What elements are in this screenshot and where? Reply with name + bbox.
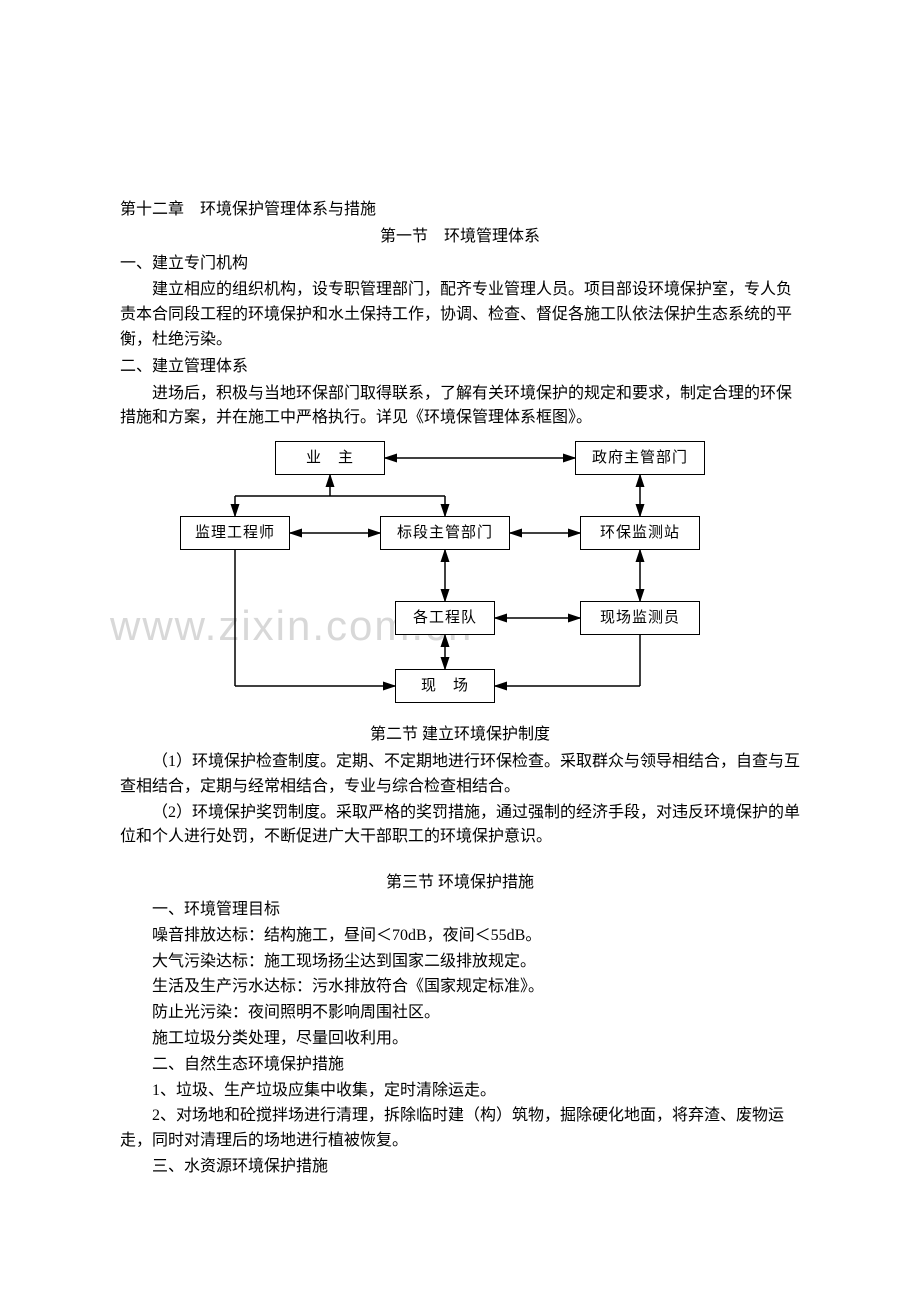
node-site: 现 场 bbox=[395, 669, 495, 703]
section3-h2: 二、自然生态环境保护措施 bbox=[120, 1053, 800, 1078]
section2-title: 第二节 建立环境保护制度 bbox=[120, 723, 800, 748]
node-siteinsp: 现场监测员 bbox=[580, 601, 700, 635]
section3-p1: 噪音排放达标：结构施工，昼间＜70dB，夜间＜55dB。 bbox=[120, 924, 800, 949]
section3-p3: 生活及生产污水达标：污水排放符合《国家规定标准》。 bbox=[120, 975, 800, 1000]
node-owner: 业 主 bbox=[275, 441, 385, 475]
node-envstation: 环保监测站 bbox=[580, 516, 700, 550]
node-teams: 各工程队 bbox=[395, 601, 495, 635]
section2-p1: （1）环境保护检查制度。定期、不定期地进行环保检查。采取群众与领导相结合，自查与… bbox=[120, 750, 800, 800]
node-biddept: 标段主管部门 bbox=[380, 516, 510, 550]
section2-p2: （2）环境保护奖罚制度。采取严格的奖罚措施，通过强制的经济手段，对违反环境保护的… bbox=[120, 801, 800, 851]
section1-p2: 进场后，积极与当地环保部门取得联系，了解有关环境保护的规定和要求，制定合理的环保… bbox=[120, 382, 800, 432]
section3-p4: 防止光污染：夜间照明不影响周围社区。 bbox=[120, 1001, 800, 1026]
section1-h2: 二、建立管理体系 bbox=[120, 355, 800, 380]
section3-p2: 大气污染达标：施工现场扬尘达到国家二级排放规定。 bbox=[120, 950, 800, 975]
section3-p5: 施工垃圾分类处理，尽量回收利用。 bbox=[120, 1027, 800, 1052]
section3-p7: 2、对场地和砼搅拌场进行清理，拆除临时建（构）筑物，掘除硬化地面，将弃渣、废物运… bbox=[120, 1104, 800, 1154]
node-gov: 政府主管部门 bbox=[575, 441, 705, 475]
section1-title: 第一节 环境管理体系 bbox=[120, 225, 800, 250]
section3-h1: 一、环境管理目标 bbox=[120, 898, 800, 923]
section3-p6: 1、垃圾、生产垃圾应集中收集，定时清除运走。 bbox=[120, 1079, 800, 1104]
section1-p1: 建立相应的组织机构，设专职管理部门，配齐专业管理人员。项目部设环境保护室，专人负… bbox=[120, 278, 800, 352]
node-supervisor: 监理工程师 bbox=[180, 516, 290, 550]
flowchart: www.zixin.com.cn bbox=[180, 441, 740, 711]
chapter-title: 第十二章 环境保护管理体系与措施 bbox=[120, 198, 800, 223]
section3-title: 第三节 环境保护措施 bbox=[120, 871, 800, 896]
section1-h1: 一、建立专门机构 bbox=[120, 252, 800, 277]
section3-h3: 三、水资源环境保护措施 bbox=[120, 1155, 800, 1180]
